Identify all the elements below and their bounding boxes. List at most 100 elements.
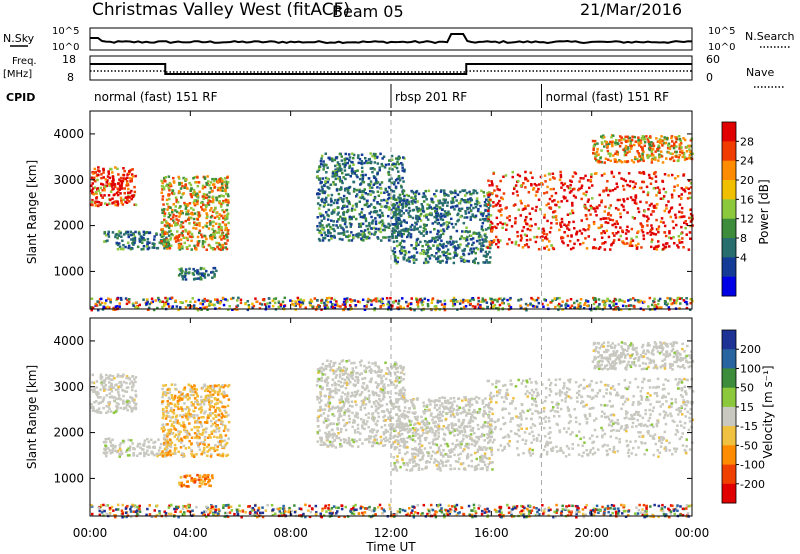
scatter-cell <box>634 298 637 302</box>
scatter-cell <box>204 208 207 211</box>
scatter-cell <box>205 193 209 196</box>
scatter-cell <box>225 247 229 251</box>
scatter-cell <box>346 157 349 161</box>
scatter-cell <box>332 180 335 184</box>
scatter-cell <box>204 389 207 392</box>
scatter-cell <box>655 194 658 197</box>
scatter-cell <box>620 203 624 207</box>
scatter-cell <box>526 227 529 231</box>
scatter-cell <box>587 235 590 238</box>
scatter-cell <box>669 157 672 161</box>
scatter-cell <box>445 193 449 197</box>
scatter-cell <box>603 210 606 213</box>
scatter-cell <box>92 405 95 409</box>
scatter-cell <box>398 222 401 225</box>
scatter-cell <box>364 217 368 220</box>
scatter-cell <box>395 157 398 160</box>
scatter-cell <box>343 222 347 226</box>
scatter-cell <box>463 237 466 240</box>
scatter-cell <box>400 162 403 165</box>
scatter-cell <box>680 149 684 153</box>
scatter-cell <box>162 384 165 387</box>
scatter-cell <box>230 297 233 301</box>
scatter-cell <box>204 196 207 200</box>
scatter-cell <box>466 230 470 234</box>
scatter-cell <box>531 207 534 210</box>
scatter-cell <box>344 187 347 191</box>
scatter-cell <box>433 255 436 258</box>
scatter-cell <box>618 171 621 175</box>
scatter-cell <box>390 154 394 158</box>
scatter-cell <box>379 230 383 234</box>
station-title: Christmas Valley West (fitACF) <box>92 0 350 20</box>
scatter-cell <box>158 299 162 303</box>
scatter-cell <box>213 247 217 251</box>
scatter-cell <box>169 451 172 454</box>
scatter-cell <box>320 185 324 188</box>
scatter-cell <box>169 445 173 449</box>
scatter-cell <box>179 269 183 272</box>
scatter-cell <box>196 193 200 197</box>
scatter-cell <box>670 193 674 196</box>
scatter-cell <box>201 245 204 248</box>
scatter-cell <box>387 196 391 200</box>
scatter-cell <box>449 257 452 260</box>
scatter-cell <box>547 202 550 205</box>
scatter-cell <box>689 181 693 185</box>
scatter-cell <box>225 454 228 458</box>
scatter-cell <box>216 301 220 304</box>
scatter-cell <box>449 190 452 193</box>
cpid-segment-label: normal (fast) 151 RF <box>546 90 670 104</box>
scatter-cell <box>430 213 433 217</box>
scatter-cell <box>667 151 670 154</box>
scatter-cell <box>414 221 417 225</box>
scatter-cell <box>435 218 438 222</box>
scatter-cell <box>178 245 182 248</box>
scatter-cell <box>116 373 120 376</box>
scatter-cell <box>268 301 272 305</box>
scatter-cell <box>132 237 135 240</box>
scatter-cell <box>652 232 656 236</box>
scatter-cell <box>246 308 250 312</box>
scatter-cell <box>106 203 109 206</box>
scatter-cell <box>636 160 640 163</box>
scatter-cell <box>689 308 692 311</box>
scatter-cell <box>188 396 191 400</box>
scatter-cell <box>369 167 373 170</box>
scatter-cell <box>680 225 683 229</box>
scatter-cell <box>212 235 215 238</box>
scatter-cell <box>350 172 354 175</box>
scatter-cell <box>659 197 663 200</box>
scatter-cell <box>680 206 684 210</box>
scatter-cell <box>611 223 614 227</box>
scatter-cell <box>436 260 440 263</box>
scatter-cell <box>537 227 540 230</box>
scatter-cell <box>663 300 667 303</box>
scatter-cell <box>456 204 459 208</box>
scatter-cell <box>529 171 532 174</box>
scatter-cell <box>128 382 132 385</box>
scatter-cell <box>146 247 150 251</box>
scatter-cell <box>470 198 473 202</box>
scatter-cell <box>118 455 121 458</box>
scatter-cell <box>339 305 342 308</box>
scatter-cell <box>484 232 487 236</box>
scatter-cell <box>393 180 396 184</box>
scatter-cell <box>175 388 178 391</box>
scatter-cell <box>528 212 532 215</box>
scatter-cell <box>640 158 643 161</box>
scatter-cell <box>483 261 487 264</box>
scatter-cell <box>593 207 596 211</box>
scatter-cell <box>631 135 634 138</box>
scatter-cell <box>100 194 103 197</box>
scatter-cell <box>684 226 687 230</box>
scatter-cell <box>363 197 366 201</box>
scatter-cell <box>426 240 429 244</box>
scatter-cell <box>336 167 339 170</box>
scatter-cell <box>112 183 115 187</box>
scatter-cell <box>201 187 205 190</box>
scatter-cell <box>207 414 210 417</box>
scatter-cell <box>383 191 386 194</box>
noise-tick-right-bottom: 10^0 <box>708 42 735 53</box>
